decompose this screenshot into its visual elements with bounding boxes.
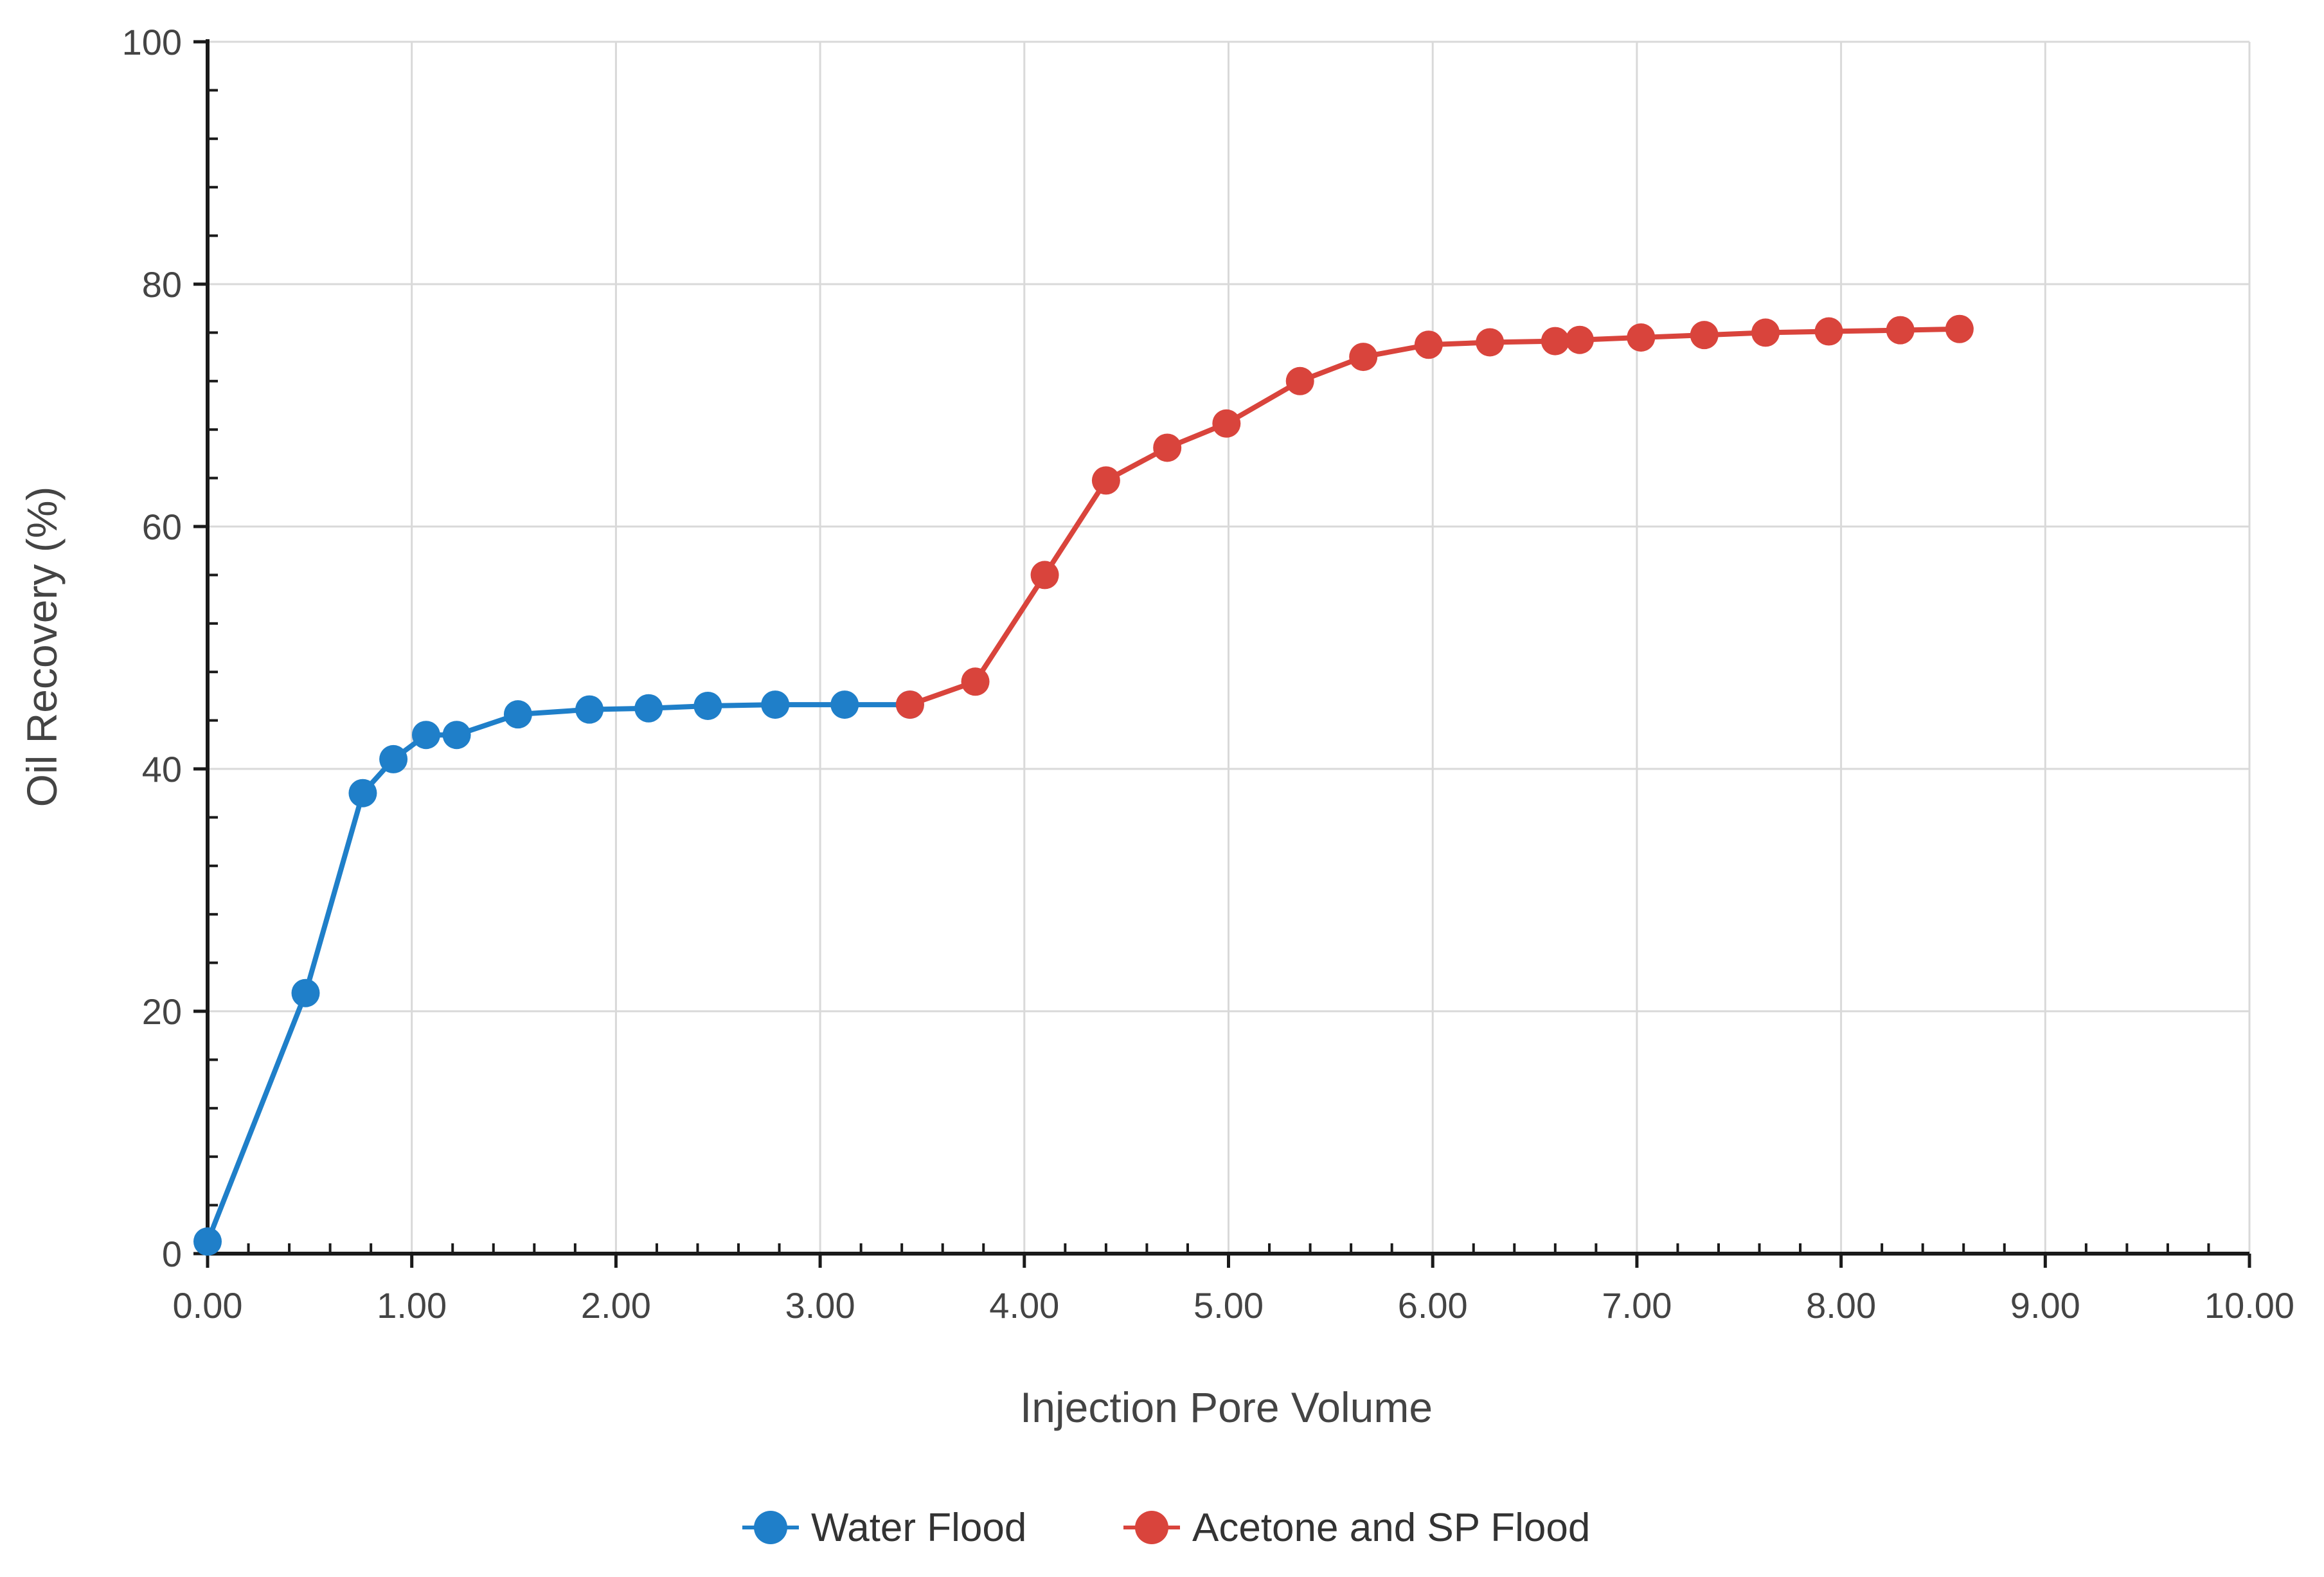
x-tick-label: 10.00 [2204, 1285, 2294, 1326]
series-water-flood [193, 690, 924, 1256]
data-point-acetone-and-sp-flood [1153, 433, 1182, 462]
data-point-acetone-and-sp-flood [1091, 466, 1120, 495]
data-point-acetone-and-sp-flood [1476, 328, 1505, 357]
legend-marker-water-flood [754, 1511, 787, 1544]
data-point-acetone-and-sp-flood [1751, 318, 1780, 347]
x-tick-label: 4.00 [989, 1285, 1059, 1326]
data-point-water-flood [761, 690, 790, 719]
data-point-water-flood [575, 695, 604, 724]
legend-marker-acetone-sp-flood [1135, 1511, 1168, 1544]
legend: Water Flood Acetone and SP Flood [742, 1506, 1590, 1550]
data-point-water-flood [291, 978, 320, 1007]
legend-item-acetone-sp-flood: Acetone and SP Flood [1123, 1506, 1590, 1550]
y-tick-label: 0 [162, 1234, 182, 1274]
data-point-water-flood [379, 744, 408, 773]
data-point-acetone-and-sp-flood [1886, 316, 1915, 345]
data-point-water-flood [193, 1227, 222, 1256]
data-point-water-flood [411, 721, 440, 750]
x-tick-label: 0.00 [173, 1285, 243, 1326]
y-tick-label: 20 [142, 991, 182, 1032]
data-point-acetone-and-sp-flood [1565, 325, 1594, 354]
series-layer [193, 314, 1974, 1256]
x-axis-title: Injection Pore Volume [1020, 1383, 1433, 1431]
x-tick-label: 5.00 [1193, 1285, 1264, 1326]
data-point-acetone-and-sp-flood [1285, 366, 1314, 395]
data-point-acetone-and-sp-flood [1814, 317, 1843, 346]
data-point-acetone-and-sp-flood [1414, 330, 1443, 359]
y-tick-label: 40 [142, 749, 182, 789]
x-tick-label: 6.00 [1398, 1285, 1468, 1326]
data-point-acetone-and-sp-flood [961, 667, 990, 696]
data-point-acetone-and-sp-flood [895, 690, 924, 719]
grid [208, 41, 2251, 1254]
data-point-acetone-and-sp-flood [1349, 343, 1378, 372]
legend-label-acetone-sp-flood: Acetone and SP Flood [1192, 1506, 1590, 1550]
tick-labels: 0 20 40 60 80 100 0.00 1.00 2.00 3.00 4.00 5.00 6.00… [122, 22, 2295, 1326]
data-point-water-flood [348, 779, 377, 807]
x-tick-label: 7.00 [1602, 1285, 1672, 1326]
x-tick-label: 9.00 [2010, 1285, 2080, 1326]
data-point-acetone-and-sp-flood [1030, 561, 1059, 590]
data-point-acetone-and-sp-flood [1541, 327, 1569, 356]
data-point-acetone-and-sp-flood [1945, 314, 1974, 343]
data-point-acetone-and-sp-flood [1690, 321, 1719, 350]
y-axis-title: Oil Recovery (%) [18, 487, 66, 807]
axes [193, 39, 2251, 1268]
x-tick-label: 8.00 [1806, 1285, 1876, 1326]
x-tick-label: 1.00 [377, 1285, 447, 1326]
data-point-water-flood [830, 690, 859, 719]
x-tick-label: 3.00 [785, 1285, 855, 1326]
data-point-acetone-and-sp-flood [1627, 323, 1656, 352]
data-point-water-flood [503, 700, 532, 729]
y-tick-label: 60 [142, 507, 182, 547]
x-tick-label: 2.00 [581, 1285, 651, 1326]
series-acetone-and-sp-flood [895, 314, 1974, 719]
data-point-water-flood [634, 694, 663, 723]
data-point-water-flood [693, 691, 722, 720]
y-tick-label: 100 [122, 22, 182, 62]
legend-label-water-flood: Water Flood [811, 1506, 1026, 1550]
data-point-water-flood [442, 721, 471, 750]
data-point-acetone-and-sp-flood [1212, 409, 1241, 438]
y-tick-label: 80 [142, 264, 182, 305]
legend-item-water-flood: Water Flood [742, 1506, 1026, 1550]
